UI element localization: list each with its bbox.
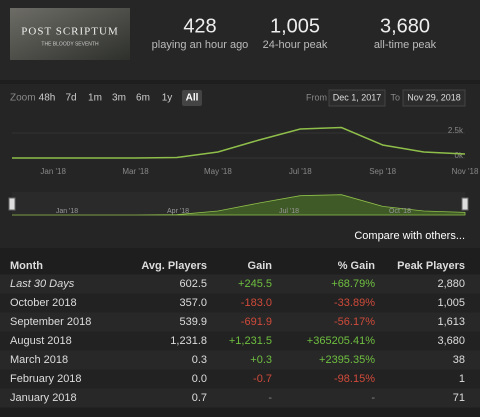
- table-cell: +245.5: [238, 278, 272, 290]
- y-tick-label: 0k: [455, 151, 464, 160]
- table-header: Avg. Players: [141, 260, 207, 272]
- player-line: [12, 126, 466, 159]
- navigator-handle[interactable]: [461, 197, 469, 211]
- stat-label: 24-hour peak: [263, 39, 328, 51]
- table-cell: 1,613: [437, 316, 465, 328]
- table-cell: 1,231.8: [170, 335, 207, 347]
- table-header: Gain: [248, 260, 273, 272]
- table-header: % Gain: [338, 260, 376, 272]
- navigator-area: [12, 194, 466, 216]
- table-cell: 602.5: [179, 278, 207, 290]
- stat-value: 428: [183, 15, 216, 37]
- chart-panel: [0, 84, 480, 248]
- table-cell: -0.7: [253, 373, 272, 385]
- table-row-bg: [0, 388, 480, 408]
- zoom-label: Zoom: [10, 93, 36, 104]
- table-cell: 0.7: [192, 392, 207, 404]
- logo-subtext: THE BLOODY SEVENTH: [41, 41, 99, 47]
- from-date: Dec 1, 2017: [333, 92, 382, 102]
- to-date: Nov 29, 2018: [407, 92, 461, 102]
- table-cell: -98.15%: [334, 373, 375, 385]
- zoom-button[interactable]: 6m: [136, 93, 150, 104]
- table-cell: October 2018: [10, 297, 77, 309]
- table-cell: +365205.41%: [307, 335, 375, 347]
- x-tick-label: Sep '18: [369, 167, 396, 176]
- table-cell: 0.3: [192, 354, 207, 366]
- table-row-bg: [0, 274, 480, 294]
- navigator-label: Jul '18: [279, 208, 299, 215]
- zoom-button[interactable]: 1m: [88, 93, 102, 104]
- zoom-button[interactable]: 3m: [112, 93, 126, 104]
- zoom-button[interactable]: 7d: [65, 93, 76, 104]
- game-thumbnail: [10, 8, 130, 60]
- zoom-button[interactable]: All: [186, 93, 199, 104]
- table-cell: -183.0: [241, 297, 272, 309]
- x-tick-label: Jul '18: [289, 167, 312, 176]
- table-row-bg: [0, 293, 480, 313]
- table-row-bg: [0, 369, 480, 389]
- table-cell: August 2018: [10, 335, 72, 347]
- table-cell: 357.0: [179, 297, 207, 309]
- table-cell: +0.3: [250, 354, 272, 366]
- zoom-button-active: [182, 90, 202, 106]
- stat-label: all-time peak: [374, 39, 437, 51]
- table-cell: -33.89%: [334, 297, 375, 309]
- table-cell: February 2018: [10, 373, 82, 385]
- table-row-bg: [0, 331, 480, 351]
- table-cell: -: [371, 392, 375, 404]
- table-header: Month: [10, 260, 43, 272]
- table-cell: +68.79%: [331, 278, 375, 290]
- table-header-bg: [0, 256, 480, 276]
- zoom-button[interactable]: 48h: [39, 93, 56, 104]
- table-cell: January 2018: [10, 392, 77, 404]
- stat-label: playing an hour ago: [152, 39, 249, 51]
- table-cell: 1: [459, 373, 465, 385]
- table-cell: +2395.35%: [319, 354, 375, 366]
- zoom-button[interactable]: 1y: [162, 93, 173, 104]
- x-tick-label: May '18: [204, 167, 232, 176]
- table-cell: September 2018: [10, 316, 91, 328]
- table-cell: 2,880: [437, 278, 465, 290]
- from-input[interactable]: [328, 89, 386, 107]
- stat-value: 3,680: [380, 15, 430, 37]
- table-cell: -691.9: [241, 316, 272, 328]
- navigator-label: Jan '18: [56, 208, 78, 215]
- table-cell: -56.17%: [334, 316, 375, 328]
- x-tick-label: Nov '18: [452, 167, 479, 176]
- table-row-bg: [0, 312, 480, 332]
- y-tick-label: 2.5k: [448, 126, 464, 135]
- table-cell: 539.9: [179, 316, 207, 328]
- table-cell: 3,680: [437, 335, 465, 347]
- navigator-label: Oct '18: [389, 208, 411, 215]
- table-cell: 1,005: [437, 297, 465, 309]
- logo-text: POST SCRIPTUM: [21, 26, 118, 38]
- table-cell: +1,231.5: [229, 335, 272, 347]
- table-header: Peak Players: [397, 260, 465, 272]
- to-input[interactable]: [402, 89, 466, 107]
- navigator-handle[interactable]: [8, 197, 16, 211]
- table-cell: 71: [453, 392, 465, 404]
- from-label: From: [306, 92, 327, 102]
- table-row-bg: [0, 350, 480, 370]
- stat-value: 1,005: [270, 15, 320, 37]
- table-cell: -: [268, 392, 272, 404]
- x-tick-label: Jan '18: [40, 167, 66, 176]
- table-cell: 0.0: [192, 373, 207, 385]
- to-label: To: [390, 92, 400, 102]
- x-tick-label: Mar '18: [122, 167, 149, 176]
- table-cell: 38: [453, 354, 465, 366]
- navigator-label: Apr '18: [167, 208, 189, 215]
- compare-link[interactable]: Compare with others...: [354, 230, 465, 242]
- table-cell: Last 30 Days: [10, 278, 75, 290]
- table-cell: March 2018: [10, 354, 68, 366]
